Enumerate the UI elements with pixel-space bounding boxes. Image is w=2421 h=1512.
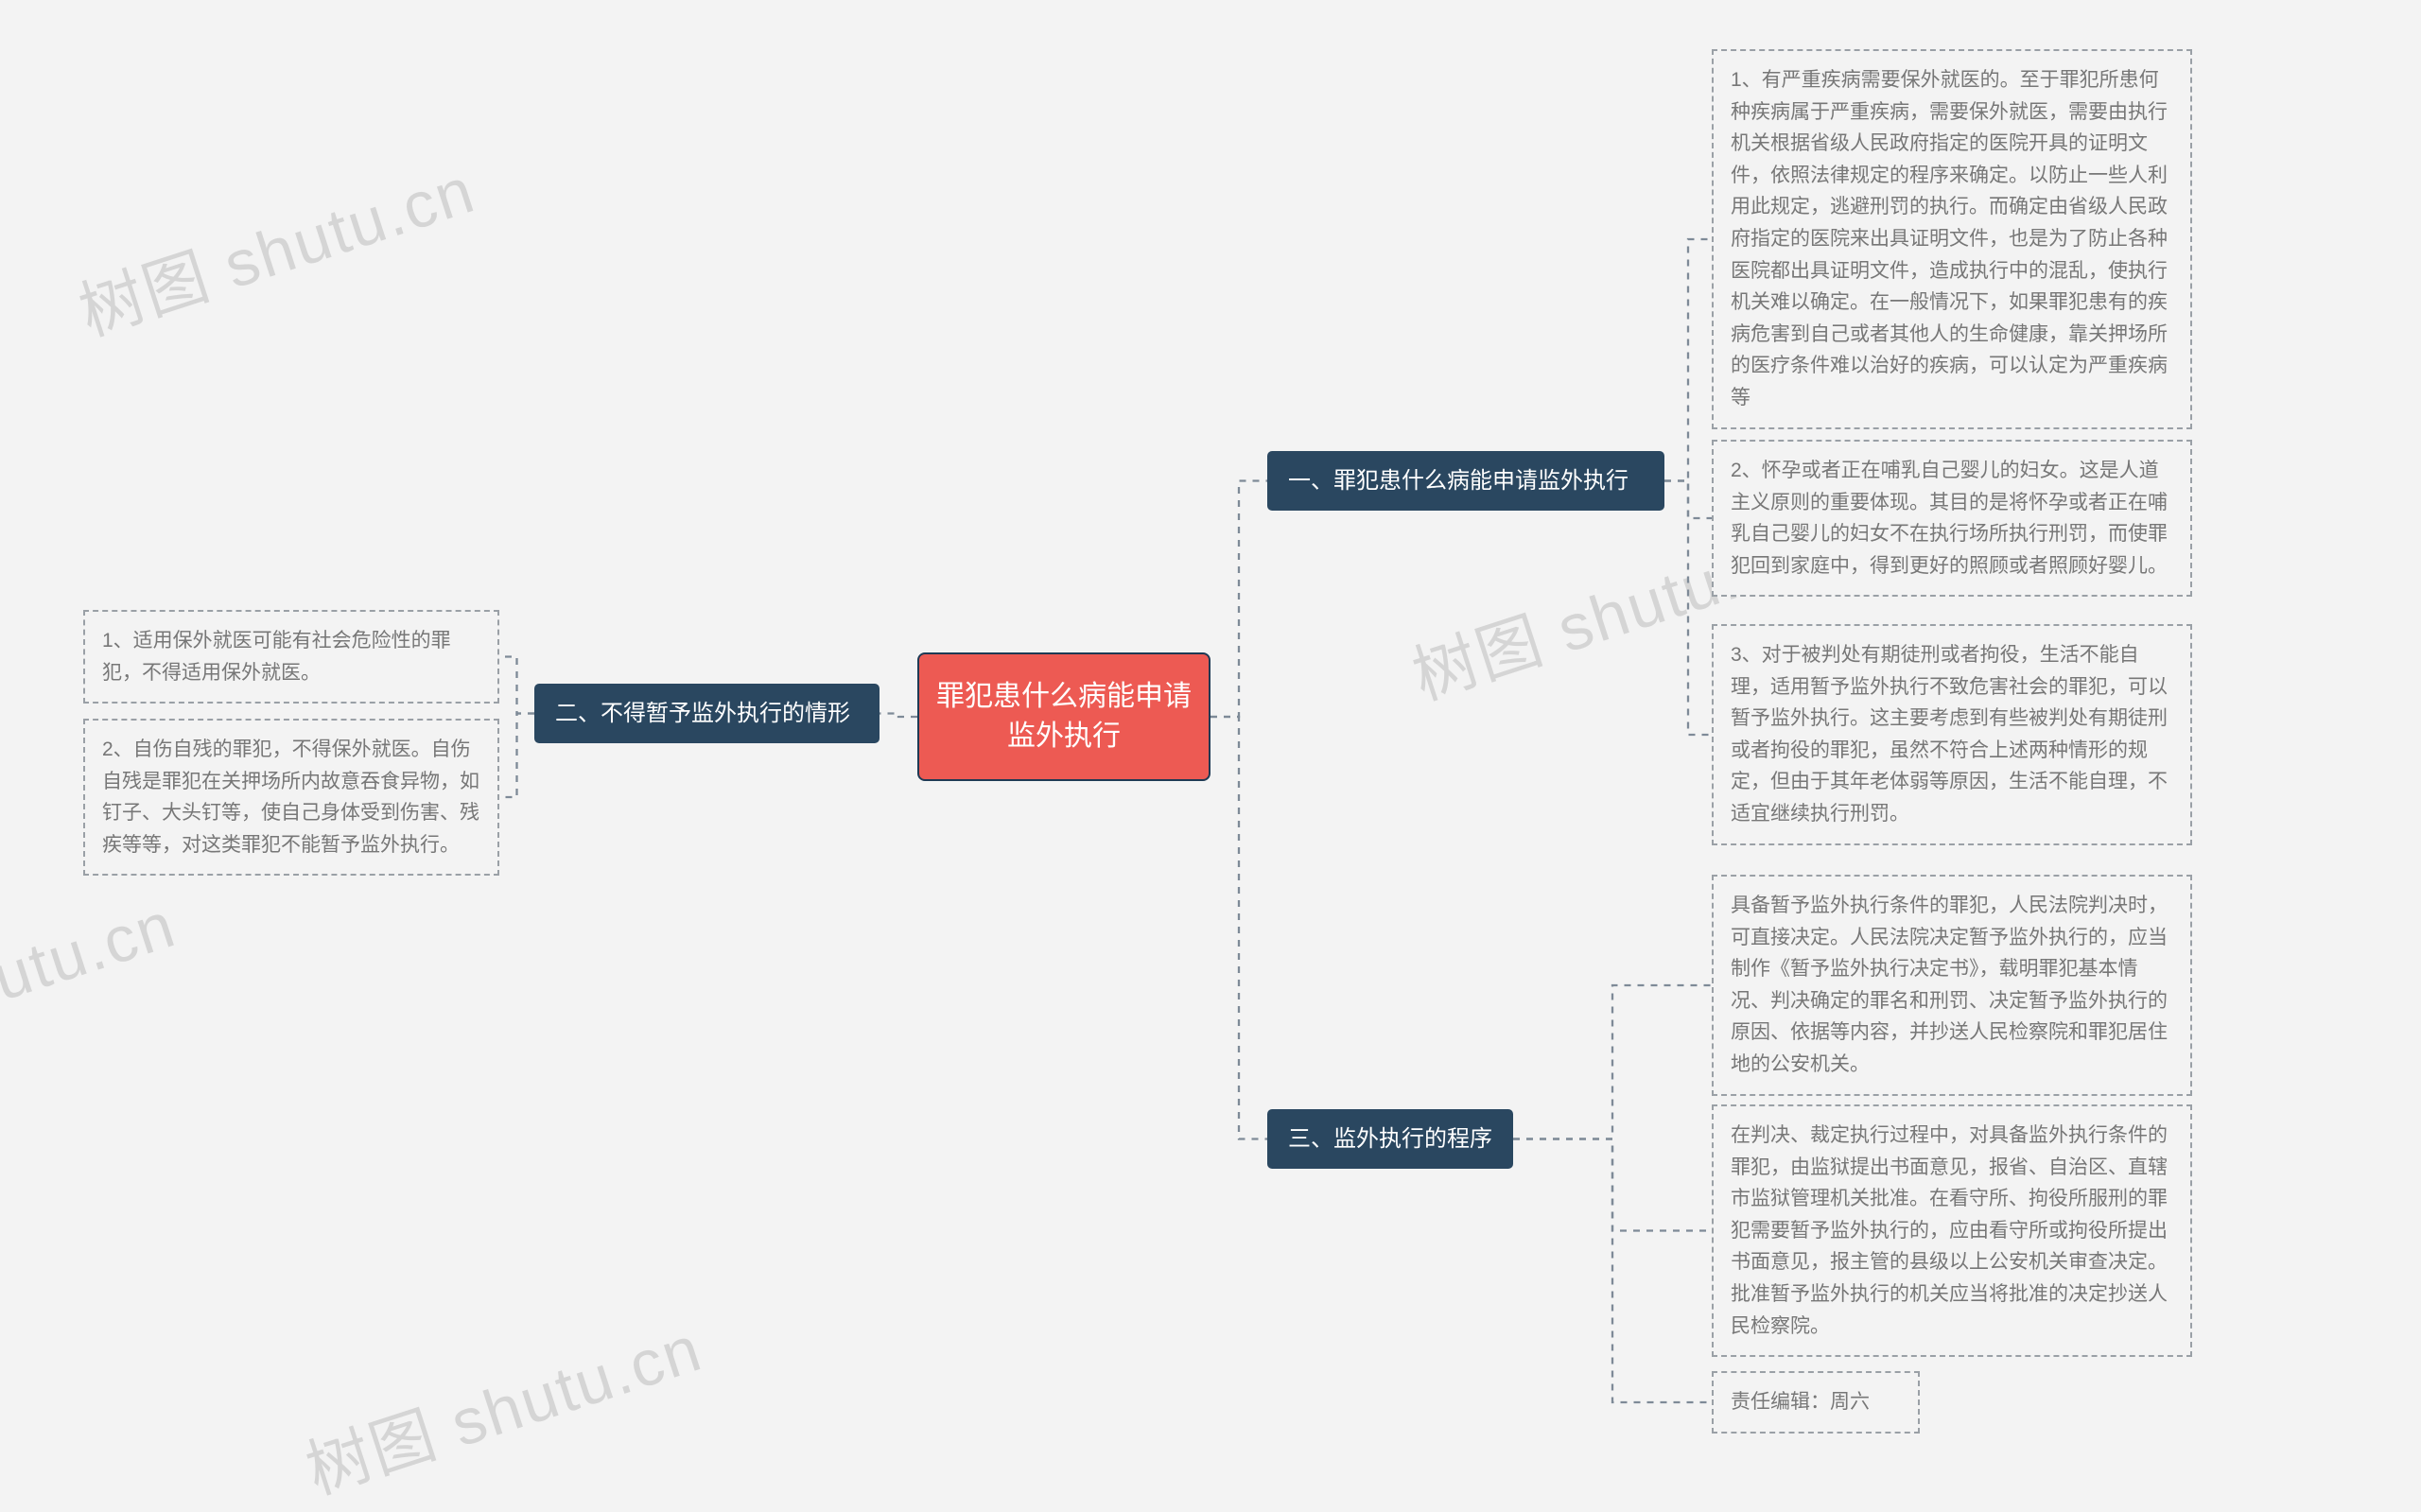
leaf-node: 1、适用保外就医可能有社会危险性的罪犯，不得适用保外就医。 xyxy=(83,610,499,704)
leaf-node: 在判决、裁定执行过程中，对具备监外执行条件的罪犯，由监狱提出书面意见，报省、自治… xyxy=(1712,1104,2192,1357)
root-node: 罪犯患什么病能申请监外执行 xyxy=(917,652,1210,781)
leaf-node: 2、自伤自残的罪犯，不得保外就医。自伤自残是罪犯在关押场所内故意吞食异物，如钉子… xyxy=(83,719,499,876)
leaf-node: 责任编辑：周六 xyxy=(1712,1371,1920,1434)
mindmap-canvas: 树图 shutu.cn 树图 shutu.cn 树图 shutu.cn 图 sh… xyxy=(0,0,2421,1491)
branch-node-3: 三、监外执行的程序 xyxy=(1267,1109,1513,1169)
leaf-node: 2、怀孕或者正在哺乳自己婴儿的妇女。这是人道主义原则的重要体现。其目的是将怀孕或… xyxy=(1712,440,2192,597)
watermark: 树图 shutu.cn xyxy=(292,1296,711,1512)
leaf-node: 具备暂予监外执行条件的罪犯，人民法院判决时，可直接决定。人民法院决定暂予监外执行… xyxy=(1712,875,2192,1096)
leaf-node: 3、对于被判处有期徒刑或者拘役，生活不能自理，适用暂予监外执行不致危害社会的罪犯… xyxy=(1712,624,2192,845)
leaf-node: 1、有严重疾病需要保外就医的。至于罪犯所患何种疾病属于严重疾病，需要保外就医，需… xyxy=(1712,49,2192,429)
watermark: 树图 shutu.cn xyxy=(65,138,484,354)
branch-node-2: 二、不得暂予监外执行的情形 xyxy=(534,684,880,743)
branch-node-1: 一、罪犯患什么病能申请监外执行 xyxy=(1267,451,1664,511)
watermark: 图 shutu.cn xyxy=(0,872,185,1068)
